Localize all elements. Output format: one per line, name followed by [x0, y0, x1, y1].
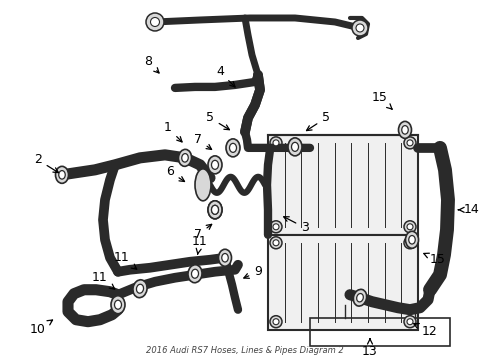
Circle shape [403, 316, 415, 328]
Ellipse shape [207, 156, 222, 174]
Text: 14: 14 [458, 203, 479, 216]
Ellipse shape [178, 149, 191, 166]
Text: 10: 10 [30, 320, 52, 336]
Ellipse shape [191, 269, 198, 278]
Ellipse shape [133, 280, 147, 298]
Ellipse shape [136, 284, 143, 293]
Circle shape [403, 237, 415, 249]
Text: 7: 7 [194, 224, 211, 241]
Text: 13: 13 [362, 339, 377, 358]
Circle shape [272, 224, 279, 230]
Circle shape [269, 316, 282, 328]
Ellipse shape [405, 231, 418, 248]
Ellipse shape [353, 289, 366, 306]
Ellipse shape [408, 235, 414, 244]
Ellipse shape [211, 205, 218, 214]
Bar [309, 318, 449, 346]
Text: 12: 12 [413, 324, 437, 338]
Circle shape [272, 140, 279, 146]
Ellipse shape [187, 265, 202, 283]
Circle shape [272, 319, 279, 325]
Ellipse shape [114, 300, 121, 309]
Text: 8: 8 [143, 55, 159, 73]
Circle shape [269, 237, 282, 249]
Circle shape [355, 24, 363, 32]
Text: 11: 11 [92, 271, 115, 289]
Circle shape [150, 18, 159, 27]
Ellipse shape [111, 296, 125, 314]
Circle shape [403, 137, 415, 149]
Text: 3: 3 [283, 217, 308, 234]
Text: 15: 15 [371, 91, 391, 109]
Ellipse shape [211, 160, 218, 169]
Text: 11: 11 [114, 251, 137, 269]
Text: 4: 4 [216, 66, 235, 87]
Ellipse shape [55, 166, 68, 183]
Ellipse shape [225, 139, 240, 157]
Text: 2016 Audi RS7 Hoses, Lines & Pipes Diagram 2: 2016 Audi RS7 Hoses, Lines & Pipes Diagr… [145, 346, 343, 355]
Ellipse shape [287, 138, 302, 156]
Ellipse shape [211, 205, 218, 214]
Bar [267, 235, 417, 330]
Text: 7: 7 [194, 133, 211, 149]
Ellipse shape [182, 154, 188, 162]
Ellipse shape [218, 249, 231, 266]
Ellipse shape [195, 169, 210, 201]
Circle shape [272, 240, 279, 246]
Ellipse shape [59, 171, 65, 179]
Text: 5: 5 [205, 111, 229, 130]
Circle shape [269, 221, 282, 233]
Bar [267, 135, 417, 235]
Text: 1: 1 [164, 121, 182, 142]
Circle shape [269, 137, 282, 149]
Ellipse shape [207, 201, 222, 219]
Circle shape [406, 319, 412, 325]
Ellipse shape [229, 143, 236, 152]
Circle shape [351, 20, 367, 36]
Text: 15: 15 [423, 253, 445, 266]
Text: 2: 2 [34, 153, 59, 173]
Circle shape [406, 240, 412, 246]
Circle shape [406, 224, 412, 230]
Circle shape [406, 140, 412, 146]
Ellipse shape [401, 126, 407, 134]
Text: 6: 6 [166, 165, 184, 181]
Text: 11: 11 [192, 235, 207, 254]
Text: 9: 9 [244, 265, 262, 278]
Ellipse shape [291, 142, 298, 151]
Ellipse shape [207, 201, 222, 219]
Ellipse shape [398, 121, 411, 138]
Circle shape [403, 221, 415, 233]
Text: 5: 5 [306, 111, 329, 131]
Ellipse shape [221, 253, 228, 262]
Circle shape [146, 13, 163, 31]
Ellipse shape [356, 293, 363, 302]
